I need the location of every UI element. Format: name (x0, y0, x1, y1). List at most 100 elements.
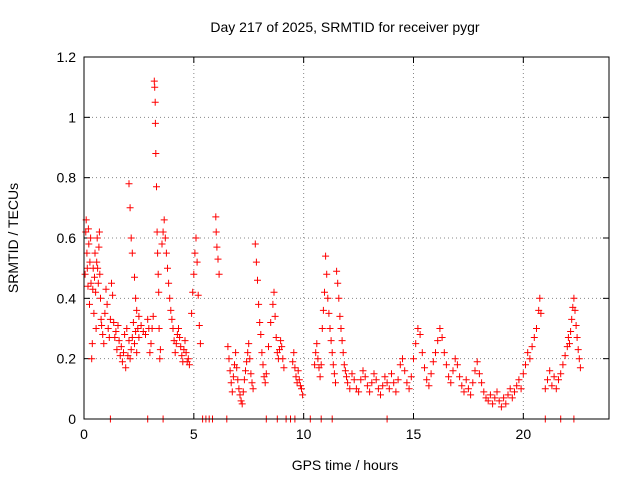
data-point (160, 216, 168, 224)
data-point (242, 367, 249, 375)
data-point (323, 270, 331, 278)
data-point (414, 325, 422, 332)
data-point (338, 337, 346, 345)
data-point (261, 379, 269, 387)
data-point (133, 349, 141, 357)
data-point (235, 385, 243, 393)
data-point (229, 373, 237, 381)
data-point (489, 400, 497, 408)
data-point (442, 361, 450, 369)
data-point (379, 382, 387, 390)
data-point (175, 325, 182, 332)
data-point (154, 270, 162, 278)
data-point (182, 349, 190, 357)
data-point (573, 334, 581, 341)
data-point (434, 337, 442, 345)
data-point (81, 270, 89, 278)
chart-title: Day 217 of 2025, SRMTID for receiver pyg… (210, 19, 480, 35)
data-point (83, 249, 91, 257)
data-point (392, 388, 400, 396)
data-point (262, 370, 270, 378)
y-tick-label: 0.4 (57, 290, 77, 306)
data-point (295, 376, 303, 384)
data-point (118, 358, 126, 366)
data-point (337, 325, 345, 332)
data-point (135, 334, 143, 341)
x-tick-label: 0 (80, 426, 88, 442)
data-point (126, 355, 134, 363)
data-point (196, 340, 204, 348)
data-point (290, 349, 298, 357)
data-point (313, 340, 321, 348)
data-point (403, 379, 411, 387)
data-point (511, 388, 518, 396)
data-point (232, 349, 240, 357)
data-point (86, 258, 94, 266)
data-point (495, 397, 503, 405)
x-tick-label: 15 (406, 426, 422, 442)
data-point (184, 355, 192, 363)
data-point (226, 367, 234, 375)
data-point (87, 279, 95, 287)
data-point (132, 294, 140, 302)
data-point (311, 361, 319, 369)
data-point (440, 349, 448, 357)
data-point (103, 300, 111, 308)
data-point (127, 234, 135, 242)
x-axis-label: GPS time / hours (292, 457, 399, 473)
data-point (212, 228, 220, 236)
data-point (473, 358, 481, 366)
data-point (401, 367, 409, 375)
data-point (559, 361, 567, 369)
data-point (385, 385, 393, 393)
data-point (142, 331, 149, 338)
data-point (90, 309, 98, 317)
data-point (166, 294, 174, 302)
data-point (344, 379, 352, 387)
data-points (81, 77, 584, 423)
data-point (112, 328, 120, 335)
data-point (131, 340, 138, 348)
data-point (155, 288, 163, 296)
data-point (127, 346, 135, 354)
data-point (536, 294, 544, 302)
data-point (259, 361, 267, 369)
data-point (522, 361, 529, 369)
data-point (319, 306, 327, 314)
data-point (526, 355, 534, 363)
data-point (515, 376, 523, 384)
data-point (279, 355, 287, 363)
data-point (335, 294, 343, 302)
data-point (86, 300, 93, 308)
data-point (146, 349, 154, 357)
data-point (333, 267, 341, 275)
data-point (128, 249, 136, 257)
data-point (150, 77, 158, 85)
data-point (181, 337, 189, 345)
data-point (383, 379, 391, 387)
data-point (227, 379, 235, 387)
data-point (294, 367, 302, 375)
data-point (248, 379, 256, 387)
data-point (240, 376, 248, 384)
data-point (278, 343, 286, 351)
data-point (374, 385, 382, 393)
data-point (341, 367, 349, 375)
data-point (291, 364, 299, 372)
data-point (467, 391, 475, 399)
data-point (194, 291, 202, 299)
data-point (246, 355, 254, 363)
data-point (537, 309, 545, 317)
data-point (243, 358, 251, 366)
data-point (256, 319, 264, 326)
data-point (506, 385, 514, 393)
data-point (91, 249, 99, 257)
data-point (93, 258, 101, 266)
data-point (168, 315, 176, 323)
data-point (324, 294, 332, 302)
data-point (108, 279, 115, 287)
data-point (247, 370, 255, 378)
data-point (269, 300, 277, 308)
data-point (508, 394, 516, 402)
data-point (98, 322, 106, 329)
